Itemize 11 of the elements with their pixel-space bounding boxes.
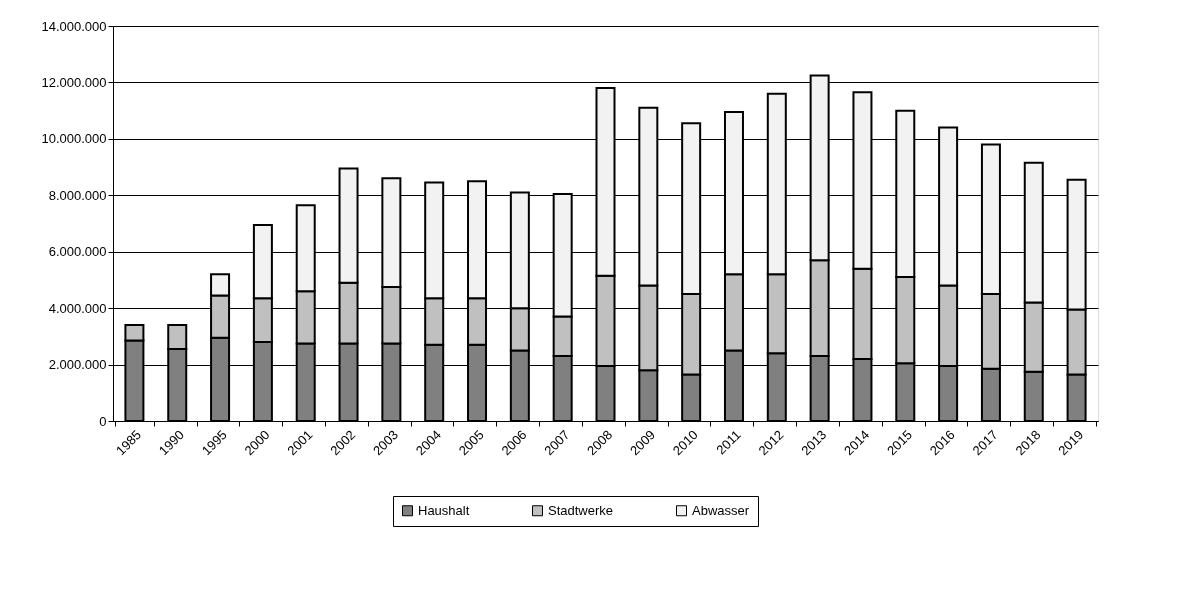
y-tick-label: 4.000.000 [48, 300, 107, 316]
y-tick-label: 14.000.000 [41, 18, 107, 34]
y-tick-label: 2.000.000 [48, 357, 107, 373]
legend-label: Abwasser [692, 502, 750, 518]
y-tick-label: 10.000.000 [41, 131, 107, 147]
legend-label: Haushalt [418, 502, 470, 518]
legend-label: Stadtwerke [548, 502, 614, 518]
y-tick-label: 0 [99, 413, 107, 429]
y-tick-label: 6.000.000 [48, 244, 107, 260]
y-tick-label: 8.000.000 [48, 187, 107, 203]
y-tick-label: 12.000.000 [41, 74, 107, 90]
